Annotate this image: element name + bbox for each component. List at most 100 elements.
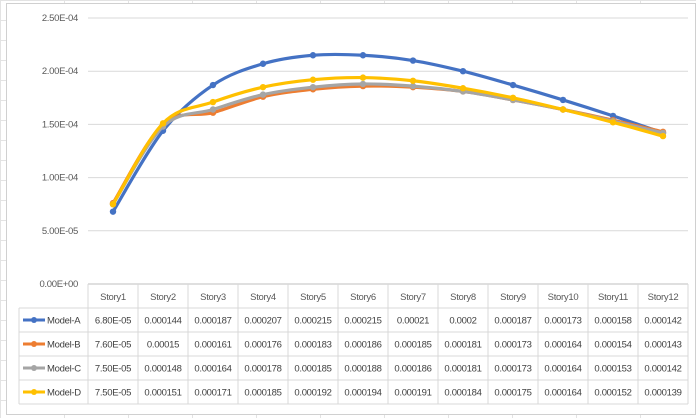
- series-line-model-b: [111, 84, 665, 205]
- table-cell-value: 0.000171: [194, 388, 231, 399]
- table-cell-value: 0.000154: [594, 340, 631, 351]
- table-cell-value: 0.000173: [544, 316, 581, 327]
- table-cell-value: 7.50E-05: [95, 364, 131, 375]
- table-cell-value: 6.80E-05: [95, 316, 131, 327]
- data-point: [259, 60, 267, 67]
- data-point: [109, 201, 117, 208]
- table-cell-value: 0.000186: [344, 340, 381, 351]
- table-cell-value: 0.000151: [144, 388, 181, 399]
- data-point: [359, 52, 367, 59]
- table-cell-value: 7.50E-05: [95, 388, 131, 399]
- table-cell-value: 0.000164: [544, 340, 581, 351]
- table-cell-value: 0.000173: [494, 340, 531, 351]
- legend-series-name: Model-D: [47, 388, 81, 399]
- data-point: [509, 81, 517, 89]
- table-cell-value: 0.000173: [494, 364, 531, 375]
- table-cell-value: 0.000164: [194, 364, 231, 375]
- y-tick-label: 2.50E-04: [42, 13, 78, 24]
- table-cell-value: 0.000185: [294, 364, 331, 375]
- table-cell-value: 7.60E-05: [95, 340, 131, 351]
- data-point: [159, 120, 167, 127]
- x-category-label: Story9: [500, 292, 526, 303]
- table-cell-value: 0.000178: [244, 364, 281, 375]
- table-cell-value: 0.000187: [494, 316, 531, 327]
- y-tick-label: 2.00E-04: [42, 66, 78, 77]
- table-cell-value: 0.0002: [449, 316, 476, 327]
- table-cell-value: 0.000158: [594, 316, 631, 327]
- table-cell-value: 0.000187: [194, 316, 231, 327]
- data-point: [559, 106, 567, 113]
- data-point: [309, 52, 317, 59]
- table-cell-value: 0.000186: [394, 364, 431, 375]
- x-category-label: Story11: [598, 292, 628, 303]
- table-cell-value: 0.000144: [144, 316, 181, 327]
- table-cell-value: 0.000215: [294, 316, 331, 327]
- table-cell-value: 0.000139: [644, 388, 681, 399]
- table-cell-value: 0.000184: [444, 388, 481, 399]
- data-point: [459, 68, 467, 75]
- data-point: [509, 94, 517, 102]
- table-cell-value: 0.000142: [644, 364, 681, 375]
- table-cell-value: 0.000191: [394, 388, 431, 399]
- table-cell-value: 0.000175: [494, 388, 531, 399]
- table-cell-value: 0.000152: [594, 388, 631, 399]
- table-cell-value: 0.000143: [644, 340, 681, 351]
- table-cell-value: 0.000164: [544, 364, 581, 375]
- table-cell-value: 0.000185: [394, 340, 431, 351]
- legend-key-marker: [31, 389, 37, 395]
- y-tick-label: 1.50E-04: [42, 119, 78, 130]
- data-point: [309, 83, 317, 91]
- data-point: [359, 80, 367, 88]
- legend-key-marker: [31, 365, 37, 371]
- x-category-label: Story2: [150, 292, 176, 303]
- table-cell-value: 0.000194: [344, 388, 381, 399]
- y-tick-label: 5.00E-05: [42, 226, 78, 237]
- x-category-label: Story5: [300, 292, 326, 303]
- table-cell-value: 0.000215: [344, 316, 381, 327]
- data-point: [409, 77, 417, 84]
- data-point: [259, 91, 267, 98]
- table-cell-value: 0.000161: [194, 340, 231, 351]
- table-cell-value: 0.000142: [644, 316, 681, 327]
- x-category-label: Story8: [450, 292, 476, 303]
- legend-series-name: Model-B: [47, 340, 80, 351]
- series-line-model-c: [111, 82, 665, 206]
- x-category-label: Story10: [548, 292, 579, 303]
- y-tick-label: 1.00E-04: [42, 173, 78, 184]
- data-point: [309, 76, 317, 83]
- y-tick-label: 0.00E+00: [39, 279, 78, 290]
- x-category-label: Story12: [648, 292, 679, 303]
- table-cell-value: 0.000153: [594, 364, 631, 375]
- table-cell-value: 0.000181: [444, 340, 481, 351]
- table-cell-value: 0.00015: [147, 340, 179, 351]
- table-cell-value: 0.000188: [344, 364, 381, 375]
- data-point: [459, 85, 467, 92]
- table-cell-value: 0.000192: [294, 388, 331, 399]
- data-point: [209, 81, 217, 89]
- data-point: [609, 119, 617, 126]
- legend-series-name: Model-A: [47, 316, 81, 327]
- data-point: [409, 57, 417, 64]
- data-point: [559, 96, 567, 104]
- data-point: [209, 106, 217, 113]
- table-cell-value: 0.00021: [397, 316, 429, 327]
- table-cell-value: 0.000185: [244, 388, 281, 399]
- data-point: [659, 132, 667, 140]
- table-cell-value: 0.000183: [294, 340, 331, 351]
- data-point: [109, 208, 117, 215]
- table-cell-value: 0.000176: [244, 340, 281, 351]
- data-point: [359, 74, 367, 81]
- data-point: [209, 98, 217, 106]
- data-point: [259, 83, 267, 91]
- legend-key-marker: [31, 317, 37, 323]
- table-cell-value: 0.000181: [444, 364, 481, 375]
- legend-key-marker: [31, 341, 37, 347]
- x-category-label: Story4: [250, 292, 276, 303]
- table-cell-value: 0.000148: [144, 364, 181, 375]
- x-category-label: Story1: [100, 292, 126, 303]
- data-point: [409, 82, 417, 90]
- x-category-label: Story6: [350, 292, 376, 303]
- x-category-label: Story7: [400, 292, 426, 303]
- table-cell-value: 0.000164: [544, 388, 581, 399]
